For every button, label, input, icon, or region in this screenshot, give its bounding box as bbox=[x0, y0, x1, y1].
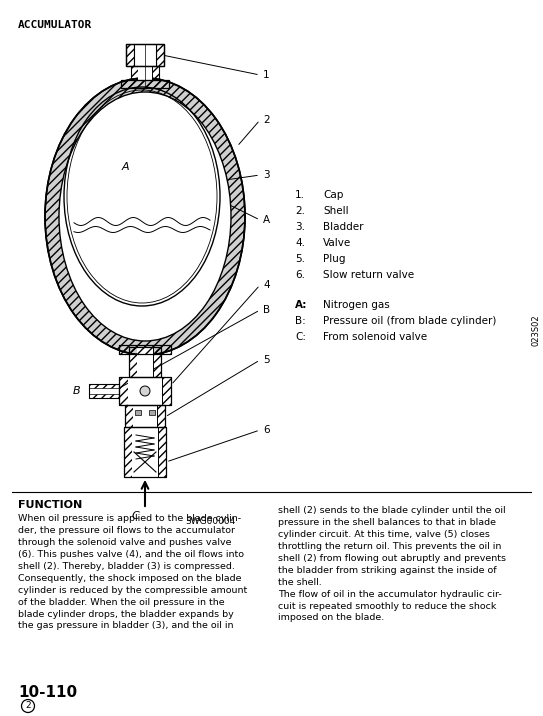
Bar bbox=[89, 384, 119, 398]
Text: 3.: 3. bbox=[295, 222, 305, 232]
Text: 2.: 2. bbox=[295, 206, 305, 216]
Text: 2: 2 bbox=[263, 115, 270, 125]
Bar bbox=[121, 80, 169, 88]
Bar bbox=[129, 347, 137, 377]
Text: 5.: 5. bbox=[295, 254, 305, 264]
Text: 4: 4 bbox=[263, 280, 270, 290]
Text: B: B bbox=[263, 305, 270, 315]
Bar bbox=[134, 44, 156, 66]
Bar bbox=[152, 66, 159, 80]
Bar bbox=[132, 427, 158, 477]
Bar bbox=[135, 410, 141, 415]
Bar bbox=[124, 427, 166, 477]
Text: 3: 3 bbox=[263, 170, 270, 180]
Bar bbox=[153, 347, 161, 377]
Bar bbox=[89, 384, 119, 388]
Bar bbox=[125, 405, 165, 427]
Bar bbox=[119, 345, 171, 354]
Bar bbox=[129, 347, 161, 377]
Bar bbox=[119, 377, 128, 405]
Ellipse shape bbox=[59, 92, 231, 341]
Ellipse shape bbox=[45, 78, 245, 355]
Text: A:: A: bbox=[295, 300, 307, 310]
Text: 1.: 1. bbox=[295, 190, 305, 200]
Bar bbox=[156, 44, 164, 66]
Bar bbox=[138, 66, 152, 80]
Text: 4.: 4. bbox=[295, 238, 305, 248]
Text: B:: B: bbox=[295, 316, 306, 326]
Bar bbox=[126, 44, 134, 66]
Text: A: A bbox=[263, 215, 270, 225]
Bar bbox=[89, 394, 119, 398]
Text: Bladder: Bladder bbox=[323, 222, 363, 232]
Text: FUNCTION: FUNCTION bbox=[18, 500, 82, 510]
Bar bbox=[119, 345, 171, 354]
Bar bbox=[137, 347, 153, 377]
Text: shell (2) sends to the blade cylinder until the oil
pressure in the shell balanc: shell (2) sends to the blade cylinder un… bbox=[278, 506, 506, 622]
Text: 5: 5 bbox=[263, 355, 270, 365]
Text: 1: 1 bbox=[263, 70, 270, 80]
Text: C: C bbox=[131, 511, 139, 521]
Bar bbox=[119, 377, 171, 405]
Text: 10-110: 10-110 bbox=[18, 685, 77, 700]
Text: Pressure oil (from blade cylinder): Pressure oil (from blade cylinder) bbox=[323, 316, 496, 326]
Text: ACCUMULATOR: ACCUMULATOR bbox=[18, 20, 92, 30]
Bar bbox=[149, 410, 155, 415]
Text: Plug: Plug bbox=[323, 254, 345, 264]
Text: B: B bbox=[73, 386, 81, 396]
Bar bbox=[128, 377, 162, 405]
Bar bbox=[121, 80, 169, 88]
Text: 3WG00004: 3WG00004 bbox=[185, 517, 235, 526]
Text: 6.: 6. bbox=[295, 270, 305, 280]
Text: C:: C: bbox=[295, 332, 306, 342]
Text: 023S02: 023S02 bbox=[532, 314, 540, 346]
Text: Valve: Valve bbox=[323, 238, 351, 248]
Bar bbox=[162, 377, 171, 405]
Bar bbox=[126, 44, 164, 66]
Text: Slow return valve: Slow return valve bbox=[323, 270, 414, 280]
Text: Cap: Cap bbox=[323, 190, 343, 200]
Text: Shell: Shell bbox=[323, 206, 349, 216]
Text: 2: 2 bbox=[25, 702, 31, 710]
Bar bbox=[131, 66, 138, 80]
Text: Nitrogen gas: Nitrogen gas bbox=[323, 300, 390, 310]
Text: When oil pressure is applied to the blade cylin-
der, the pressure oil flows to : When oil pressure is applied to the blad… bbox=[18, 514, 247, 631]
Text: 6: 6 bbox=[263, 425, 270, 435]
Bar bbox=[131, 66, 159, 80]
Bar bbox=[125, 405, 133, 427]
Bar bbox=[133, 405, 157, 427]
Text: From solenoid valve: From solenoid valve bbox=[323, 332, 427, 342]
Bar bbox=[157, 405, 165, 427]
Bar bbox=[158, 427, 166, 477]
Text: A: A bbox=[121, 162, 129, 172]
Bar bbox=[124, 427, 132, 477]
Circle shape bbox=[140, 386, 150, 396]
